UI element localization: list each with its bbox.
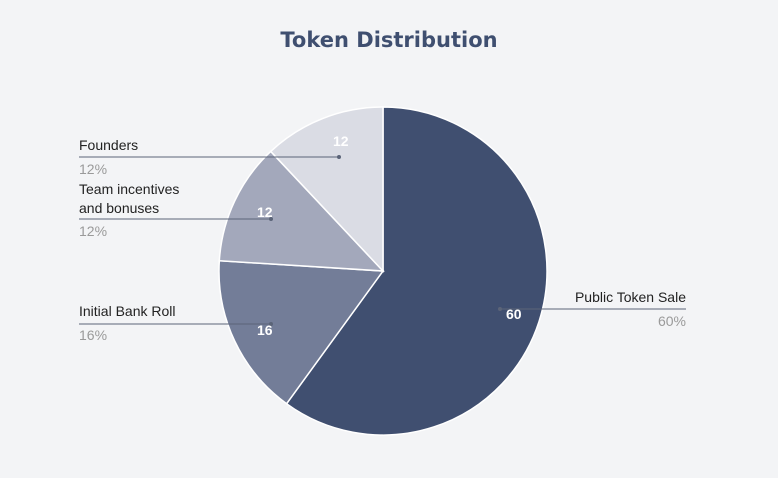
labels-layer: 60 Public Token Sale 60% 16 Initial Bank Rol… xyxy=(79,133,686,343)
category-label-founders: Founders xyxy=(79,137,138,153)
percent-label-initial-bank-roll: 16% xyxy=(79,327,107,343)
pie-slice-initial-bank-roll xyxy=(218,259,385,405)
percent-label-public-token-sale: 60% xyxy=(658,313,686,329)
data-label-team-incentives-and-bonuses: 12 xyxy=(257,204,273,220)
percent-label-founders: 12% xyxy=(79,161,107,177)
percent-label-team-incentives-and-bonuses: 12% xyxy=(79,223,107,239)
pie-slice-team-incentives-and-bonuses xyxy=(218,150,385,272)
category-label-team-incentives-and-bonuses: Team incentives and bonuses xyxy=(79,181,179,216)
leader-dot-founders xyxy=(337,155,341,159)
pie-slice-founders xyxy=(269,106,384,273)
leaders-layer xyxy=(79,155,686,326)
category-label-public-token-sale: Public Token Sale xyxy=(575,289,686,305)
category-label-initial-bank-roll: Initial Bank Roll xyxy=(79,303,176,319)
leader-dot-public-token-sale xyxy=(498,307,502,311)
pie-slice-public-token-sale xyxy=(285,106,548,436)
leader-dot-team-incentives-and-bonuses xyxy=(269,217,273,221)
chart-title: Token Distribution xyxy=(280,28,498,52)
leader-dot-initial-bank-roll xyxy=(269,322,273,326)
data-label-initial-bank-roll: 16 xyxy=(257,322,273,338)
data-label-founders: 12 xyxy=(333,133,349,149)
data-label-public-token-sale: 60 xyxy=(506,306,522,322)
slices-layer xyxy=(218,106,548,436)
